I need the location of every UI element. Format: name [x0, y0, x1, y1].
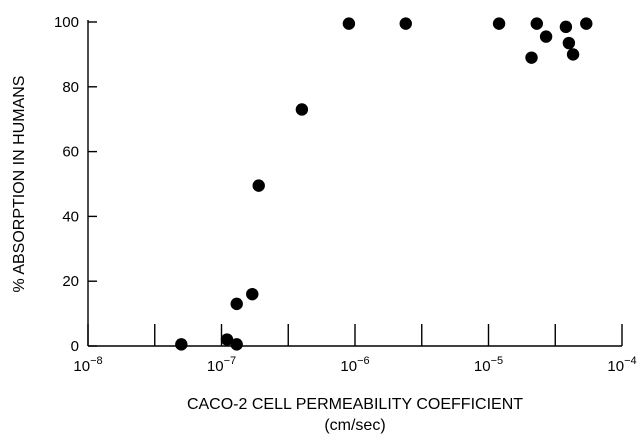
data-point	[342, 17, 356, 30]
data-points	[175, 17, 593, 351]
x-tick-label: 10−6	[340, 355, 369, 375]
data-point	[559, 20, 573, 34]
y-tick-label: 100	[54, 14, 79, 31]
axes	[87, 20, 622, 347]
y-tick-label: 0	[71, 338, 79, 355]
x-axis-units: (cm/sec)	[324, 417, 385, 434]
data-point	[566, 48, 580, 61]
data-point	[175, 338, 188, 351]
x-tick-label: 10−8	[73, 355, 102, 375]
data-point	[399, 17, 412, 30]
data-point	[580, 17, 593, 30]
data-point	[246, 287, 259, 301]
data-point	[252, 179, 265, 192]
y-tick-label: 20	[62, 273, 79, 290]
y-tick-label: 60	[62, 144, 79, 161]
y-axis-ticks: 0 20 40 60 80 100	[54, 14, 97, 355]
x-tick-label: 10−7	[207, 355, 236, 375]
data-point	[562, 36, 576, 50]
data-point	[220, 333, 234, 346]
y-tick-label: 80	[62, 79, 79, 96]
data-point	[492, 17, 506, 30]
x-axis-ticks: 10−8 10−7 10−6 10−5 10−4	[73, 324, 637, 375]
data-point	[525, 51, 538, 64]
y-tick-label: 40	[62, 208, 79, 225]
data-point	[230, 338, 243, 351]
y-axis-title: % ABSORPTION IN HUMANS	[11, 76, 28, 293]
data-point	[530, 17, 543, 30]
data-point	[539, 30, 553, 43]
x-tick-label: 10−5	[474, 355, 503, 375]
data-point	[230, 297, 243, 311]
x-axis-title: CACO-2 CELL PERMEABILITY COEFFICIENT	[187, 396, 523, 413]
data-point	[295, 103, 309, 116]
x-tick-label: 10−4	[607, 355, 636, 375]
